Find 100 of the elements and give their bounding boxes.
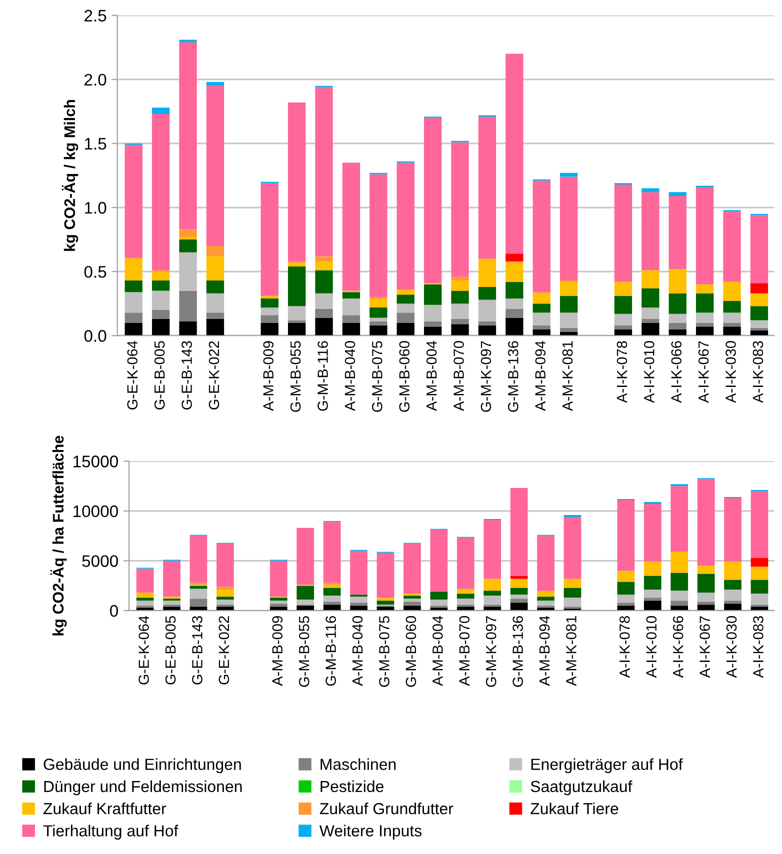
x-tick-label: G-E-B-143: [182, 341, 192, 410]
bar: [288, 102, 306, 262]
bar: [532, 180, 550, 292]
bar: [644, 576, 662, 590]
bar: [484, 578, 502, 591]
bar: [537, 596, 554, 601]
bar: [179, 322, 197, 336]
bar: [152, 272, 170, 281]
bar: [537, 600, 554, 606]
bar: [696, 293, 714, 313]
bar: [668, 196, 686, 270]
bar: [670, 590, 688, 601]
bar: [451, 304, 469, 319]
bar: [370, 298, 388, 308]
bar: [614, 184, 632, 282]
bar: [451, 324, 469, 336]
bar: [723, 301, 741, 313]
x-tick-label: A-M-B-004: [426, 340, 437, 411]
bar: [560, 176, 578, 281]
bar: [430, 600, 448, 606]
bar: [750, 594, 768, 605]
bar: [750, 558, 768, 567]
bar: [404, 606, 421, 611]
bar: [270, 604, 288, 607]
bar: [424, 304, 442, 322]
bar: [697, 479, 715, 566]
bar: [564, 580, 582, 588]
bar: [724, 498, 742, 562]
bar: [315, 261, 333, 270]
bar: [323, 588, 341, 596]
bar: [190, 598, 208, 607]
bar: [537, 536, 554, 591]
bar: [670, 606, 688, 611]
bar: [750, 491, 768, 558]
bar: [642, 307, 660, 319]
bar: [724, 600, 742, 604]
bar: [697, 566, 715, 574]
bar: [532, 304, 550, 313]
bar: [323, 602, 341, 605]
bar: [206, 280, 224, 294]
bar: [179, 236, 197, 240]
bar: [564, 598, 582, 607]
bar: [206, 246, 224, 256]
bar: [723, 282, 741, 302]
bar: [644, 590, 662, 598]
bar: [350, 602, 368, 606]
bar: [617, 602, 635, 606]
legend-label: Gebäude und Einrichtungen: [44, 758, 241, 774]
bar: [478, 258, 496, 287]
bar: [288, 262, 306, 266]
bar: [152, 108, 170, 114]
x-tick-label: A-I-K-010: [646, 616, 657, 678]
bar: [724, 590, 742, 601]
x-tick-label: G-M-K-097: [480, 341, 492, 412]
x-tick-label: G-E-B-005: [154, 341, 165, 410]
bar: [376, 552, 394, 598]
bar: [750, 215, 768, 284]
bar: [350, 596, 368, 603]
bar: [532, 329, 550, 336]
bar: [560, 282, 578, 296]
x-tick-label: A-I-K-083: [753, 616, 764, 678]
bar: [506, 308, 524, 318]
x-tick-label: A-M-B-094: [539, 616, 550, 686]
bar: [152, 114, 170, 270]
bar: [179, 42, 197, 230]
bar: [668, 192, 686, 196]
bar: [697, 604, 715, 611]
bar: [323, 596, 341, 602]
bar: [750, 320, 768, 328]
bar: [617, 570, 635, 582]
y-tick-label: 10000: [74, 505, 118, 518]
legend-label: Weitere Inputs: [319, 824, 422, 840]
bar: [296, 528, 314, 585]
bar: [537, 592, 554, 597]
y-tick-label: 5000: [82, 555, 118, 567]
bar: [510, 488, 528, 576]
bar: [163, 600, 180, 605]
bar: [216, 544, 234, 587]
bar: [642, 192, 660, 270]
bar: [696, 326, 714, 336]
x-tick-label: A-M-B-040: [352, 616, 363, 686]
bar: [478, 286, 496, 300]
x-tick-label: G-M-B-116: [326, 616, 336, 686]
y-tick-label: 0.5: [84, 266, 106, 278]
x-tick-label: A-I-K-078: [620, 616, 630, 678]
bar: [506, 318, 524, 336]
bar: [723, 211, 741, 282]
legend-label: Zukauf Tiere: [530, 802, 618, 814]
x-tick-label: G-E-B-143: [192, 616, 202, 684]
legend-label: Pestizide: [320, 780, 384, 792]
bar: [370, 325, 388, 336]
bar: [451, 276, 469, 281]
y-tick-label: 1.0: [84, 202, 106, 214]
bar: [750, 283, 768, 294]
bar: [670, 600, 688, 606]
y-tick-label: 0: [110, 605, 118, 617]
bar: [315, 293, 333, 309]
bar: [350, 550, 368, 595]
x-tick-label: A-M-B-070: [459, 616, 470, 686]
bar: [404, 596, 421, 599]
